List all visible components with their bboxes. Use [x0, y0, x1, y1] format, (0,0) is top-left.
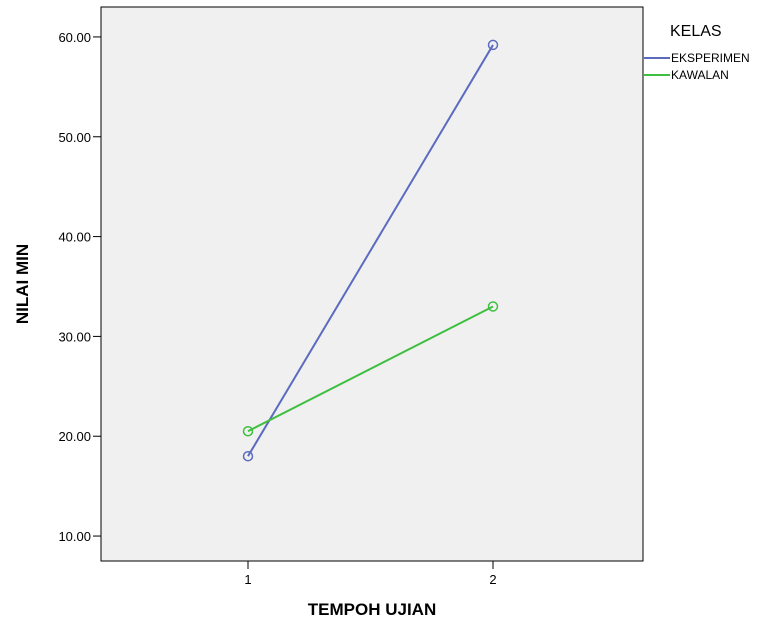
data-point-eksperimen — [487, 39, 499, 51]
x-axis-title: TEMPOH UJIAN — [308, 600, 436, 619]
legend-label-kawalan: KAWALAN — [671, 68, 729, 82]
data-point-kawalan — [487, 301, 499, 312]
plot-area — [100, 6, 644, 562]
data-point-eksperimen — [242, 450, 254, 462]
y-axis: 10.00 20.00 30.00 40.00 50.00 60.00 — [58, 30, 101, 544]
legend: EKSPERIMEN KAWALAN — [644, 51, 750, 82]
y-tick-label: 60.00 — [58, 30, 91, 45]
series-line-kawalan — [247, 305, 494, 433]
y-tick-label: 50.00 — [58, 130, 91, 145]
x-tick-label: 1 — [244, 572, 251, 587]
legend-label-eksperimen: EKSPERIMEN — [671, 51, 750, 65]
series-layer — [242, 39, 499, 462]
legend-title: KELAS — [670, 23, 722, 40]
y-tick-label: 10.00 — [58, 529, 91, 544]
y-axis-title: NILAI MIN — [13, 244, 32, 324]
data-point-kawalan — [242, 425, 254, 437]
y-tick-label: 30.00 — [58, 329, 91, 344]
series-line-eksperimen — [247, 44, 494, 457]
y-tick-label: 40.00 — [58, 230, 91, 245]
y-tick-label: 20.00 — [58, 429, 91, 444]
x-tick-label: 2 — [489, 572, 496, 587]
